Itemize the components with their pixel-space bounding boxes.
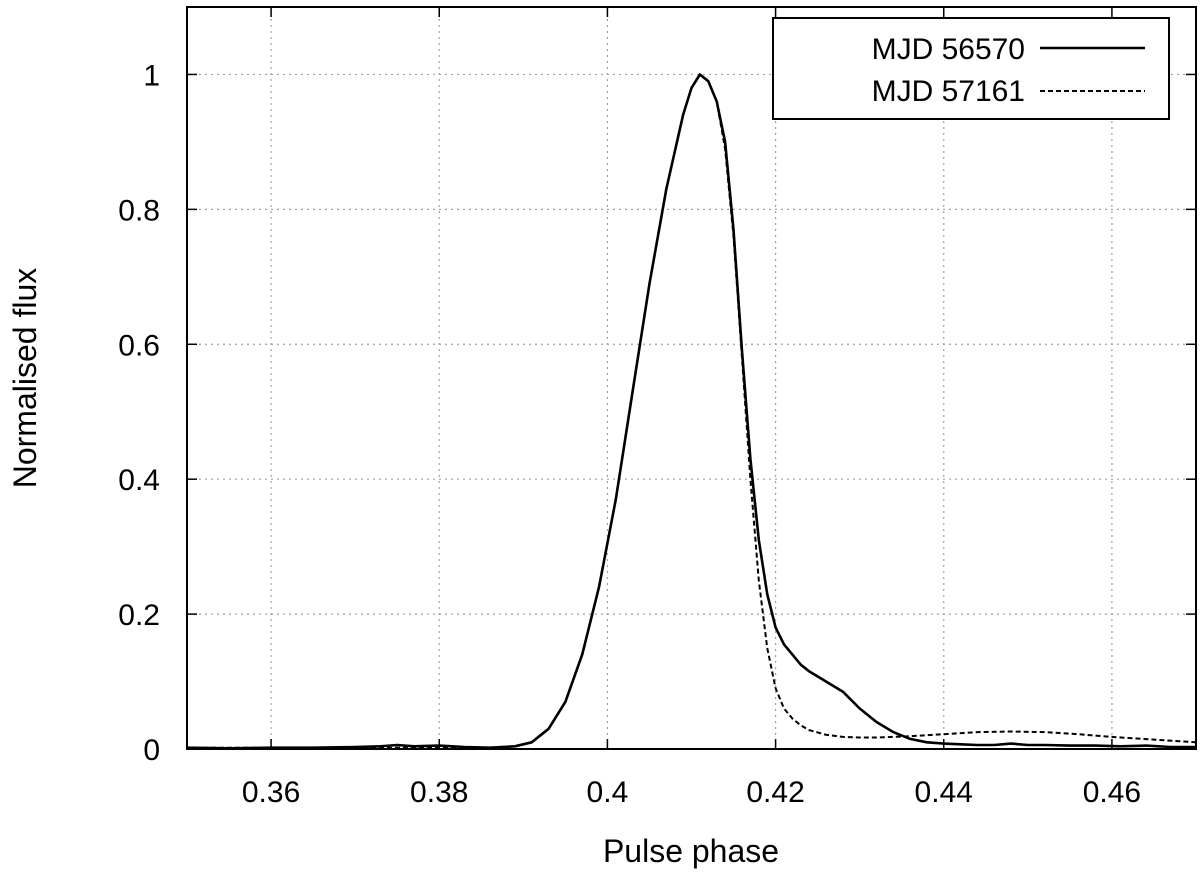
- legend-box: [772, 17, 1170, 120]
- x-axis-label: Pulse phase: [603, 833, 779, 869]
- x-tick-label: 0.36: [242, 776, 300, 809]
- axis-ticks: [187, 7, 1196, 750]
- plot-series: [186, 73, 1197, 750]
- series-line-1: [186, 73, 1196, 750]
- y-tick-label: 0.2: [118, 599, 160, 632]
- tick-labels: 0.36 0.38 0.4 0.42 0.44 0.46 0 0.2 0.4 0.6 0.8 1: [118, 59, 1141, 809]
- series-line-2: [187, 73, 1197, 749]
- x-tick-label: 0.44: [915, 776, 973, 809]
- y-tick-label: 0: [143, 734, 160, 767]
- y-tick-label: 0.4: [118, 464, 160, 497]
- legend-label-2: MJD 57161: [872, 75, 1025, 108]
- y-tick-label: 1: [143, 59, 160, 92]
- x-tick-label: 0.46: [1083, 776, 1141, 809]
- x-tick-label: 0.4: [587, 776, 629, 809]
- x-tick-label: 0.42: [746, 776, 804, 809]
- y-tick-label: 0.6: [118, 329, 160, 362]
- plot-frame: [186, 6, 1197, 750]
- y-axis-label: Normalised flux: [7, 268, 43, 489]
- legend: MJD 56570 MJD 57161: [772, 17, 1170, 120]
- y-tick-label: 0.8: [118, 194, 160, 227]
- legend-label-1: MJD 56570: [872, 33, 1025, 66]
- x-tick-label: 0.38: [410, 776, 468, 809]
